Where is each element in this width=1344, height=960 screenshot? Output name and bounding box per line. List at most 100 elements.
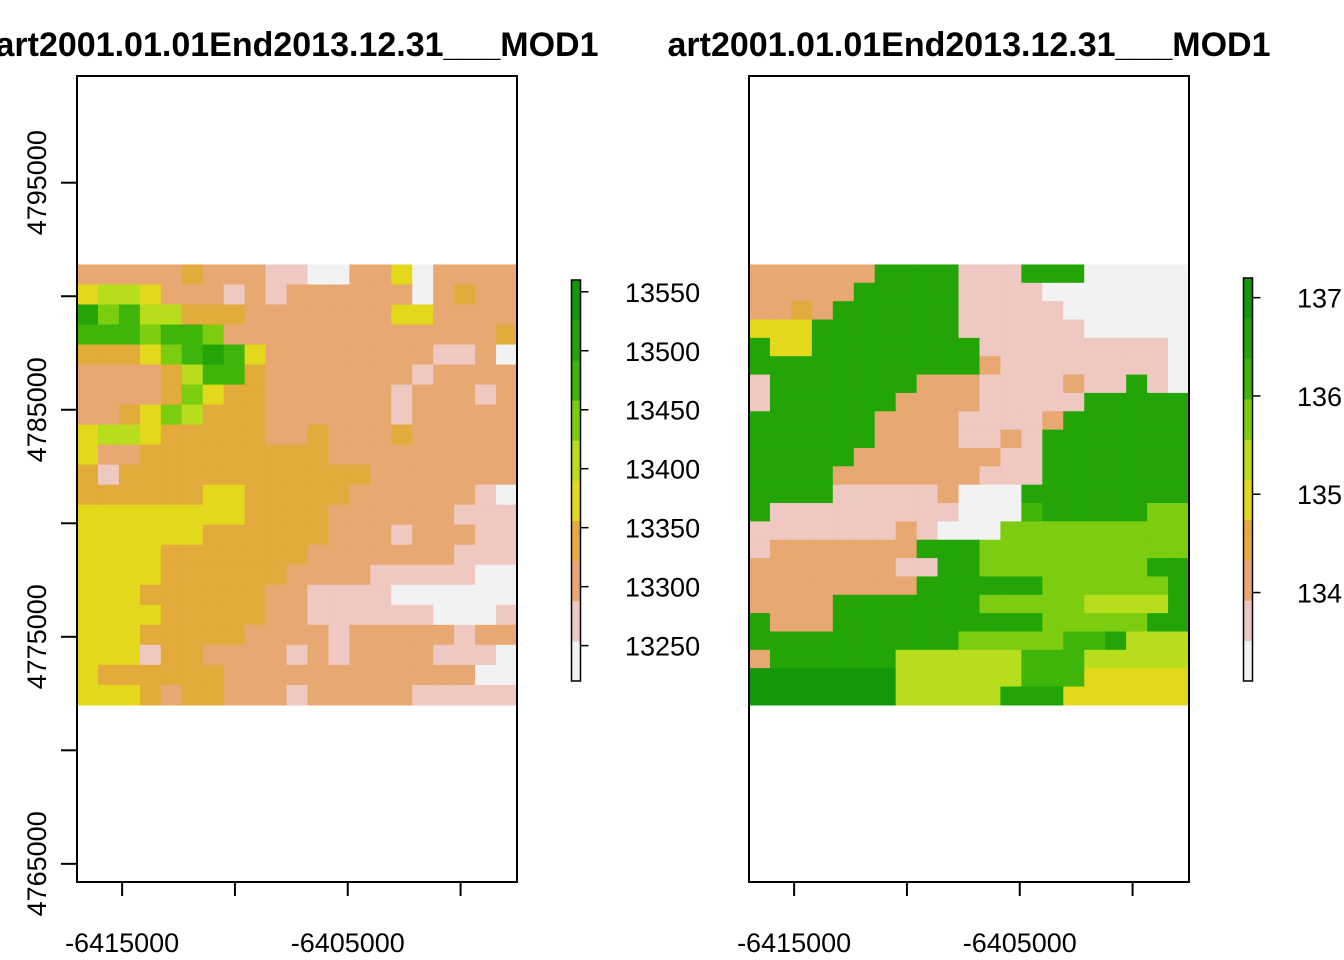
raster-cell	[433, 504, 455, 526]
raster-cell	[832, 264, 855, 284]
raster-cell	[790, 282, 813, 302]
raster-cell	[244, 384, 267, 406]
raster-cell	[160, 564, 183, 586]
raster-cell	[97, 364, 120, 386]
raster-cell	[1084, 319, 1106, 339]
raster-cell	[1126, 337, 1148, 357]
raster-cell	[1063, 264, 1085, 284]
raster-cell	[160, 644, 183, 666]
raster-cell	[853, 429, 876, 449]
raster-cell	[370, 564, 392, 586]
raster-cell	[475, 624, 497, 646]
legend-swatch	[571, 373, 581, 381]
raster-cell	[979, 466, 1002, 486]
raster-cell	[202, 524, 225, 546]
legend-swatch	[1243, 425, 1253, 433]
raster-cell	[1084, 282, 1106, 302]
raster-cell	[874, 374, 897, 394]
legend-tick-label: 13500	[625, 337, 700, 367]
raster-cell	[496, 504, 518, 526]
raster-cell	[496, 424, 518, 446]
legend-swatch	[1243, 351, 1253, 360]
raster-cell	[749, 484, 771, 504]
raster-cell	[1084, 429, 1106, 449]
raster-cell	[979, 613, 1002, 633]
raster-cell	[370, 504, 392, 526]
raster-cell	[958, 447, 981, 467]
raster-cell	[937, 539, 960, 559]
legend-swatch	[1243, 553, 1253, 561]
legend-swatch	[571, 393, 581, 401]
raster-cell	[832, 576, 855, 596]
raster-cell	[1000, 282, 1022, 302]
raster-cell	[958, 337, 981, 357]
legend-swatch	[571, 286, 581, 294]
raster-cell	[832, 686, 855, 706]
raster-cell	[349, 404, 371, 426]
raster-cell	[749, 319, 771, 339]
legend-swatch	[571, 313, 581, 321]
raster-cell	[1063, 301, 1085, 321]
y-tick-label: 4765000	[22, 811, 52, 916]
raster-panel-right: art2001.01.01End2013.12.31___MOD1 -64150…	[668, 26, 1343, 958]
raster-cell	[916, 594, 939, 614]
raster-cell	[1063, 319, 1085, 339]
raster-cell	[1084, 613, 1106, 633]
raster-cell	[1126, 356, 1148, 376]
raster-cell	[370, 584, 392, 606]
raster-cell	[160, 304, 183, 326]
raster-cell	[328, 404, 350, 426]
plot-frame	[748, 75, 1190, 883]
raster-cell	[958, 264, 981, 284]
raster-cell	[97, 684, 120, 706]
raster-cell	[937, 503, 960, 522]
raster-cell	[749, 447, 771, 467]
raster-cell	[958, 466, 981, 486]
raster-cell	[97, 304, 120, 326]
raster-cell	[475, 664, 497, 686]
raster-cell	[790, 613, 813, 633]
color-legend: 134 135 136 137	[1242, 277, 1342, 682]
raster-cell	[916, 649, 939, 669]
raster-cell	[811, 466, 834, 486]
legend-swatch	[1243, 667, 1253, 675]
raster-cell	[97, 644, 120, 666]
raster-cell	[790, 319, 813, 339]
raster-cell	[895, 411, 918, 431]
raster-cell	[1063, 337, 1085, 357]
raster-cell	[77, 644, 99, 666]
x-tick-label: -6415000	[737, 928, 851, 958]
raster-cell	[749, 411, 771, 431]
raster-cell	[265, 424, 288, 446]
raster-cell	[412, 384, 434, 406]
raster-cell	[202, 304, 225, 326]
raster-cell	[475, 604, 497, 626]
raster-cell	[223, 644, 246, 666]
raster-cell	[1021, 374, 1043, 394]
legend-swatch	[1243, 398, 1253, 407]
raster-cell	[496, 284, 518, 306]
raster-cell	[286, 544, 309, 566]
raster-cell	[1168, 631, 1190, 651]
raster-cell	[749, 503, 771, 522]
raster-cell	[77, 504, 99, 526]
raster-cell	[790, 484, 813, 504]
raster-cell	[118, 664, 141, 686]
raster-cell	[139, 564, 162, 586]
raster-cell	[1126, 282, 1148, 302]
raster-cell	[811, 264, 834, 284]
raster-cell	[307, 504, 330, 526]
raster-cell	[1021, 484, 1043, 504]
raster-cell	[1147, 558, 1169, 578]
legend-swatch	[1243, 633, 1253, 642]
raster-cell	[1084, 576, 1106, 596]
raster-cell	[1126, 521, 1148, 541]
raster-cell	[979, 447, 1002, 467]
raster-cell	[160, 364, 183, 386]
raster-cell	[454, 404, 476, 426]
legend-swatch	[1243, 472, 1253, 480]
raster-cell	[1147, 447, 1169, 467]
raster-cell	[97, 344, 120, 366]
raster-cell	[790, 668, 813, 688]
raster-cell	[307, 344, 330, 366]
